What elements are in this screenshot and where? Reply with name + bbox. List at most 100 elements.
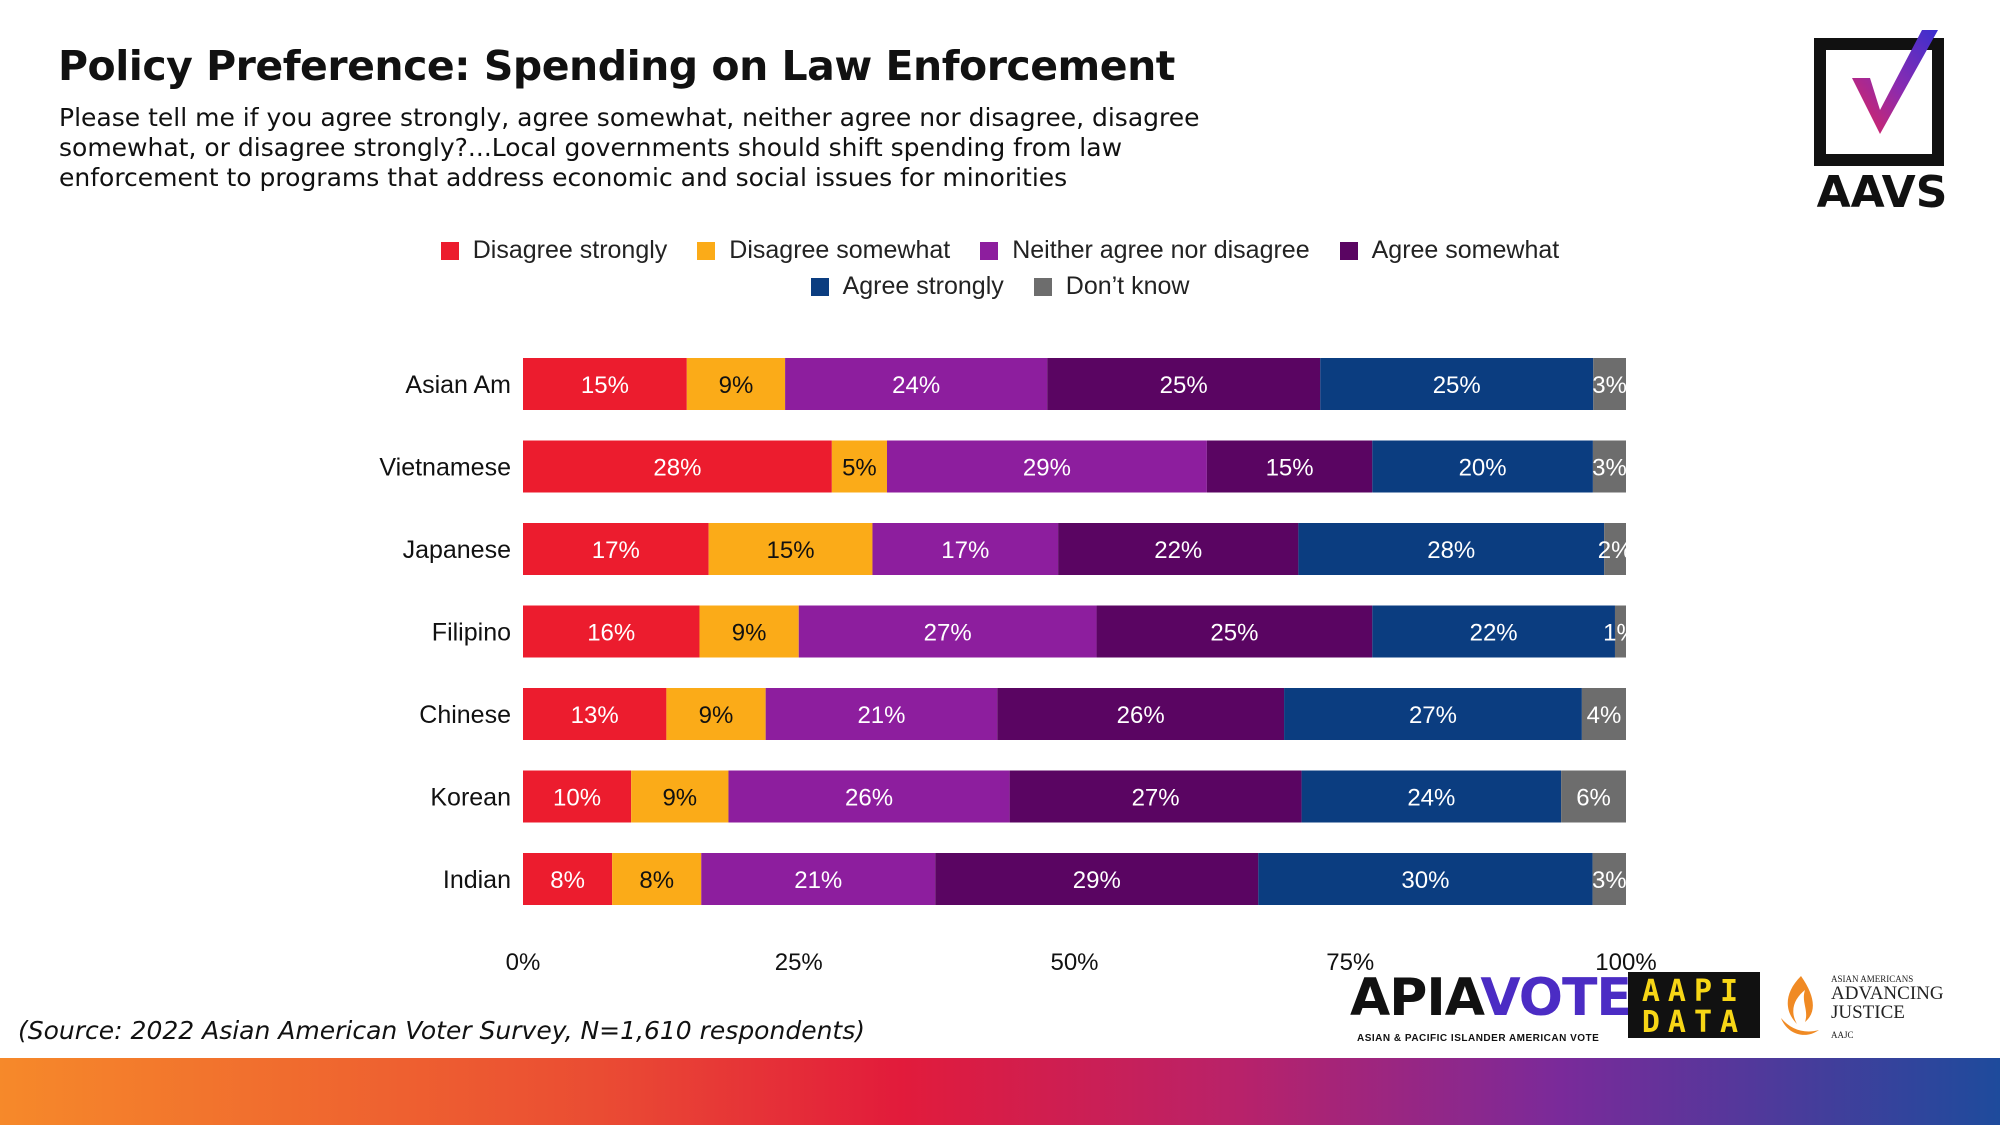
bar-segment <box>686 358 786 410</box>
data-label: 26% <box>845 785 893 812</box>
legend-item: Agree somewhat <box>1339 236 1560 265</box>
bar-segment <box>523 688 667 740</box>
data-label: 5% <box>842 455 877 482</box>
data-label: 24% <box>1407 785 1455 812</box>
data-label: 9% <box>719 372 754 399</box>
data-label: 17% <box>592 537 640 564</box>
data-label: 27% <box>924 620 972 647</box>
aavs-logo: AAVS <box>1812 30 1952 218</box>
data-label: 29% <box>1023 455 1071 482</box>
data-label: 15% <box>767 537 815 564</box>
data-label: 8% <box>550 867 585 894</box>
apiavote-tagline: ASIAN & PACIFIC ISLANDER AMERICAN VOTE <box>1357 1033 1600 1044</box>
data-label: 3% <box>1592 867 1627 894</box>
bar-segment <box>1614 605 1626 658</box>
legend-item: Don’t know <box>1033 272 1189 301</box>
bar-segment <box>1096 605 1373 658</box>
aajc-line-1: ADVANCING <box>1831 983 1944 1004</box>
aajc-tiny-text: AAJC <box>1831 1030 1854 1040</box>
apiavote-logo-a: APIA <box>1350 968 1481 1028</box>
flame-icon <box>1781 976 1819 1035</box>
data-label: 21% <box>794 867 842 894</box>
bar-segment <box>708 523 873 575</box>
data-label: 1% <box>1603 620 1638 647</box>
checkbox-logo-icon <box>1814 30 1944 166</box>
data-label: 27% <box>1409 702 1457 729</box>
bar-segment <box>785 358 1048 410</box>
data-label: 4% <box>1587 702 1622 729</box>
apiavote-logo-b: VOTE <box>1480 968 1632 1028</box>
bar-segment <box>523 770 632 823</box>
data-label: 2% <box>1598 537 1633 564</box>
bar-segment <box>1372 605 1615 658</box>
aavs-logo-text: AAVS <box>1816 167 1948 218</box>
bar-segment <box>1592 853 1626 905</box>
data-label: 21% <box>857 702 905 729</box>
bar-segment <box>1592 440 1626 493</box>
data-label: 9% <box>699 702 734 729</box>
bar-segment <box>798 605 1097 658</box>
aapi-logo-top: AAPI <box>1641 974 1747 1009</box>
data-label: 15% <box>581 372 629 399</box>
legend-row-2: Agree strongly Don’t know <box>0 272 2000 301</box>
aapi-logo-bottom: DATA <box>1641 1005 1747 1040</box>
bar-segment <box>1009 770 1302 823</box>
data-label: 24% <box>892 372 940 399</box>
category-label: Vietnamese <box>379 454 511 482</box>
legend-item: Neither agree nor disagree <box>980 236 1310 265</box>
data-label: 9% <box>662 785 697 812</box>
data-label: 22% <box>1470 620 1518 647</box>
data-label: 25% <box>1210 620 1258 647</box>
apiavote-logo: APIAVOTE <box>1350 968 1632 1028</box>
data-label: 25% <box>1160 372 1208 399</box>
legend-label: Disagree strongly <box>472 236 668 264</box>
bar-segment <box>935 853 1259 905</box>
bar-segment <box>886 440 1207 493</box>
data-label: 27% <box>1132 785 1180 812</box>
legend-swatch <box>697 241 716 260</box>
bar-segment <box>1372 440 1593 493</box>
category-label: Asian Am <box>405 371 511 399</box>
source-note: (Source: 2022 Asian American Voter Surve… <box>18 1016 865 1045</box>
legend-label: Agree somewhat <box>1371 236 1560 264</box>
bar-segment <box>728 770 1010 823</box>
x-tick-label: 0% <box>506 949 541 976</box>
bar-segment <box>997 688 1285 740</box>
bar-segment <box>1298 523 1605 575</box>
aajc-logo: ASIAN AMERICANS ADVANCING JUSTICE AAJC <box>1775 972 1975 1042</box>
bar-segment <box>699 605 799 658</box>
legend-swatch <box>1339 241 1358 260</box>
data-label: 15% <box>1266 455 1314 482</box>
data-label: 3% <box>1592 455 1627 482</box>
bar-segment <box>1206 440 1373 493</box>
category-label: Chinese <box>419 701 511 729</box>
aajc-line-2: JUSTICE <box>1831 1002 1905 1023</box>
legend-swatch <box>440 241 459 260</box>
bar-segment <box>872 523 1059 575</box>
bar-segment <box>831 440 887 493</box>
bar-segment <box>523 358 687 410</box>
aapi-data-logo: AAPI DATA <box>1628 972 1760 1040</box>
data-label: 20% <box>1459 455 1507 482</box>
bar-segment <box>1258 853 1593 905</box>
chart-title: Policy Preference: Spending on Law Enfor… <box>58 42 1175 90</box>
bar-segment <box>1581 688 1626 740</box>
category-label: Indian <box>443 866 511 894</box>
data-label: 22% <box>1154 537 1202 564</box>
bar-segment <box>631 770 729 823</box>
bar-segment <box>1561 770 1626 823</box>
bar-segment <box>1604 523 1626 575</box>
category-label: Japanese <box>403 536 511 564</box>
legend-item: Agree strongly <box>810 272 1004 301</box>
bar-segment <box>1301 770 1562 823</box>
legend-label: Agree strongly <box>842 272 1004 300</box>
aajc-small-text: ASIAN AMERICANS <box>1831 974 1914 984</box>
legend-label: Neither agree nor disagree <box>1012 236 1310 264</box>
legend-swatch <box>810 277 829 296</box>
bar-segment <box>1284 688 1582 740</box>
x-tick-label: 25% <box>775 949 823 976</box>
bar-segment <box>523 523 709 575</box>
data-label: 3% <box>1592 372 1627 399</box>
legend-row-1: Disagree strongly Disagree somewhat Neithe… <box>0 236 2000 265</box>
bar-segment <box>765 688 998 740</box>
